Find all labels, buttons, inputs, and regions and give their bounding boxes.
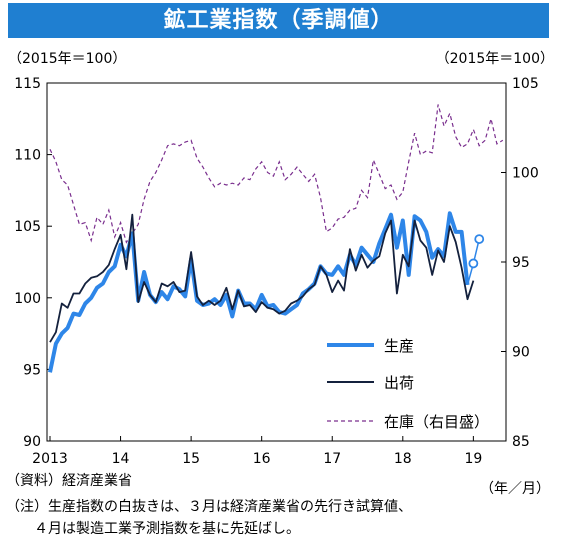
x-tick-label: 14 [112, 451, 130, 467]
left-tick-label: 115 [14, 76, 41, 92]
left-tick-label: 90 [23, 434, 41, 450]
legend-shipments-label: 出荷 [384, 374, 414, 392]
x-axis-unit: （年／月） [480, 481, 550, 497]
source-note: （資料）経済産業省 [6, 473, 132, 489]
footnote-line-2: ４月は製造工業予測指数を基に先延ばし。 [34, 521, 300, 537]
x-tick-label: 16 [253, 451, 271, 467]
left-tick-label: 100 [14, 291, 41, 307]
x-tick-label: 17 [323, 451, 341, 467]
x-tick-label: 2013 [32, 451, 68, 467]
chart-title: 鉱工業指数（季調値） [8, 3, 549, 38]
left-tick-label: 95 [23, 362, 41, 378]
series-line-shipments [49, 213, 475, 343]
left-axis-unit: （2015年＝100） [8, 51, 127, 67]
right-tick-label: 85 [512, 434, 530, 450]
left-tick-label: 105 [14, 219, 41, 235]
legend-production-label: 生産 [384, 337, 414, 355]
x-tick-label: 15 [182, 451, 200, 467]
right-tick-label: 90 [512, 345, 530, 361]
left-tick-label: 110 [14, 148, 41, 164]
footnote-line-1: （注）生産指数の白抜きは、３月は経済産業省の先行き試算値、 [6, 499, 412, 515]
series-line-production [48, 211, 470, 373]
right-tick-label: 100 [512, 166, 539, 182]
right-axis-unit: （2015年＝100） [435, 51, 554, 67]
right-tick-label: 95 [512, 255, 530, 271]
projection-point [474, 234, 485, 244]
right-tick-label: 105 [512, 76, 539, 92]
legend-inventory-label: 在庫（右目盛） [384, 413, 489, 431]
projection-point [468, 258, 479, 269]
x-tick-label: 19 [464, 451, 482, 467]
series-line-inventory [49, 104, 504, 244]
x-tick-label: 18 [394, 451, 412, 467]
